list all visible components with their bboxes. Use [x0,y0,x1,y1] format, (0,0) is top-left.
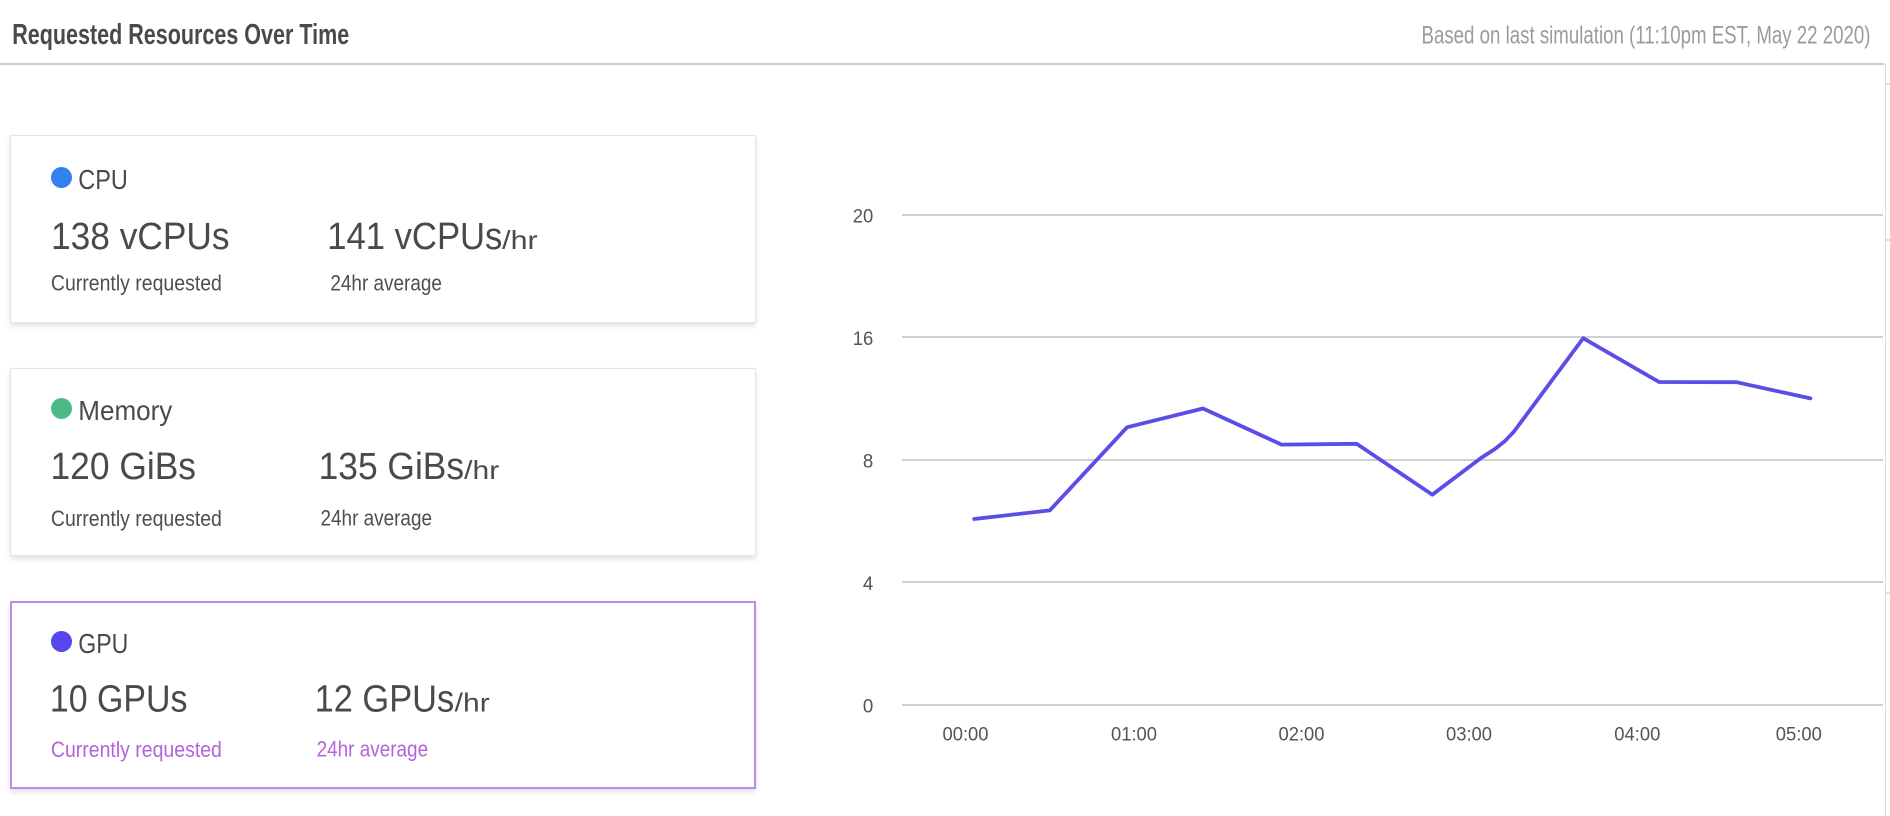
svg-text:4: 4 [863,574,874,595]
svg-text:20: 20 [853,207,874,228]
svg-text:16: 16 [853,329,874,350]
svg-text:24hr average: 24hr average [330,271,442,296]
svg-text:0: 0 [863,697,873,718]
svg-text:Currently requested: Currently requested [51,506,222,531]
svg-text:CPU: CPU [78,164,128,195]
svg-text:Currently requested: Currently requested [51,271,222,296]
svg-text:Requested Resources Over Time: Requested Resources Over Time [12,19,349,51]
svg-text:04:00: 04:00 [1614,725,1660,746]
svg-text:/hr: /hr [464,455,499,485]
svg-text:120 GiBs: 120 GiBs [51,446,197,488]
svg-text:02:00: 02:00 [1279,725,1325,746]
svg-text:GPU: GPU [78,628,128,659]
svg-text:10 GPUs: 10 GPUs [50,679,188,721]
svg-text:03:00: 03:00 [1446,725,1492,746]
svg-text:05:00: 05:00 [1776,725,1822,746]
svg-text:24hr average: 24hr average [317,737,429,762]
svg-text:24hr average: 24hr average [321,506,433,531]
svg-text:/hr: /hr [502,225,538,255]
svg-text:01:00: 01:00 [1111,725,1157,746]
svg-text:135 GiBs: 135 GiBs [319,446,465,488]
svg-text:Based on last simulation (11:1: Based on last simulation (11:10pm EST, M… [1422,22,1871,50]
svg-text:141 vCPUs: 141 vCPUs [327,216,502,258]
svg-text:8: 8 [863,452,873,473]
svg-text:/hr: /hr [455,688,490,718]
svg-text:00:00: 00:00 [943,725,989,746]
svg-text:12 GPUs: 12 GPUs [315,679,455,721]
svg-text:Currently requested: Currently requested [51,737,222,762]
svg-text:138 vCPUs: 138 vCPUs [51,216,230,258]
svg-text:Memory: Memory [78,395,172,426]
